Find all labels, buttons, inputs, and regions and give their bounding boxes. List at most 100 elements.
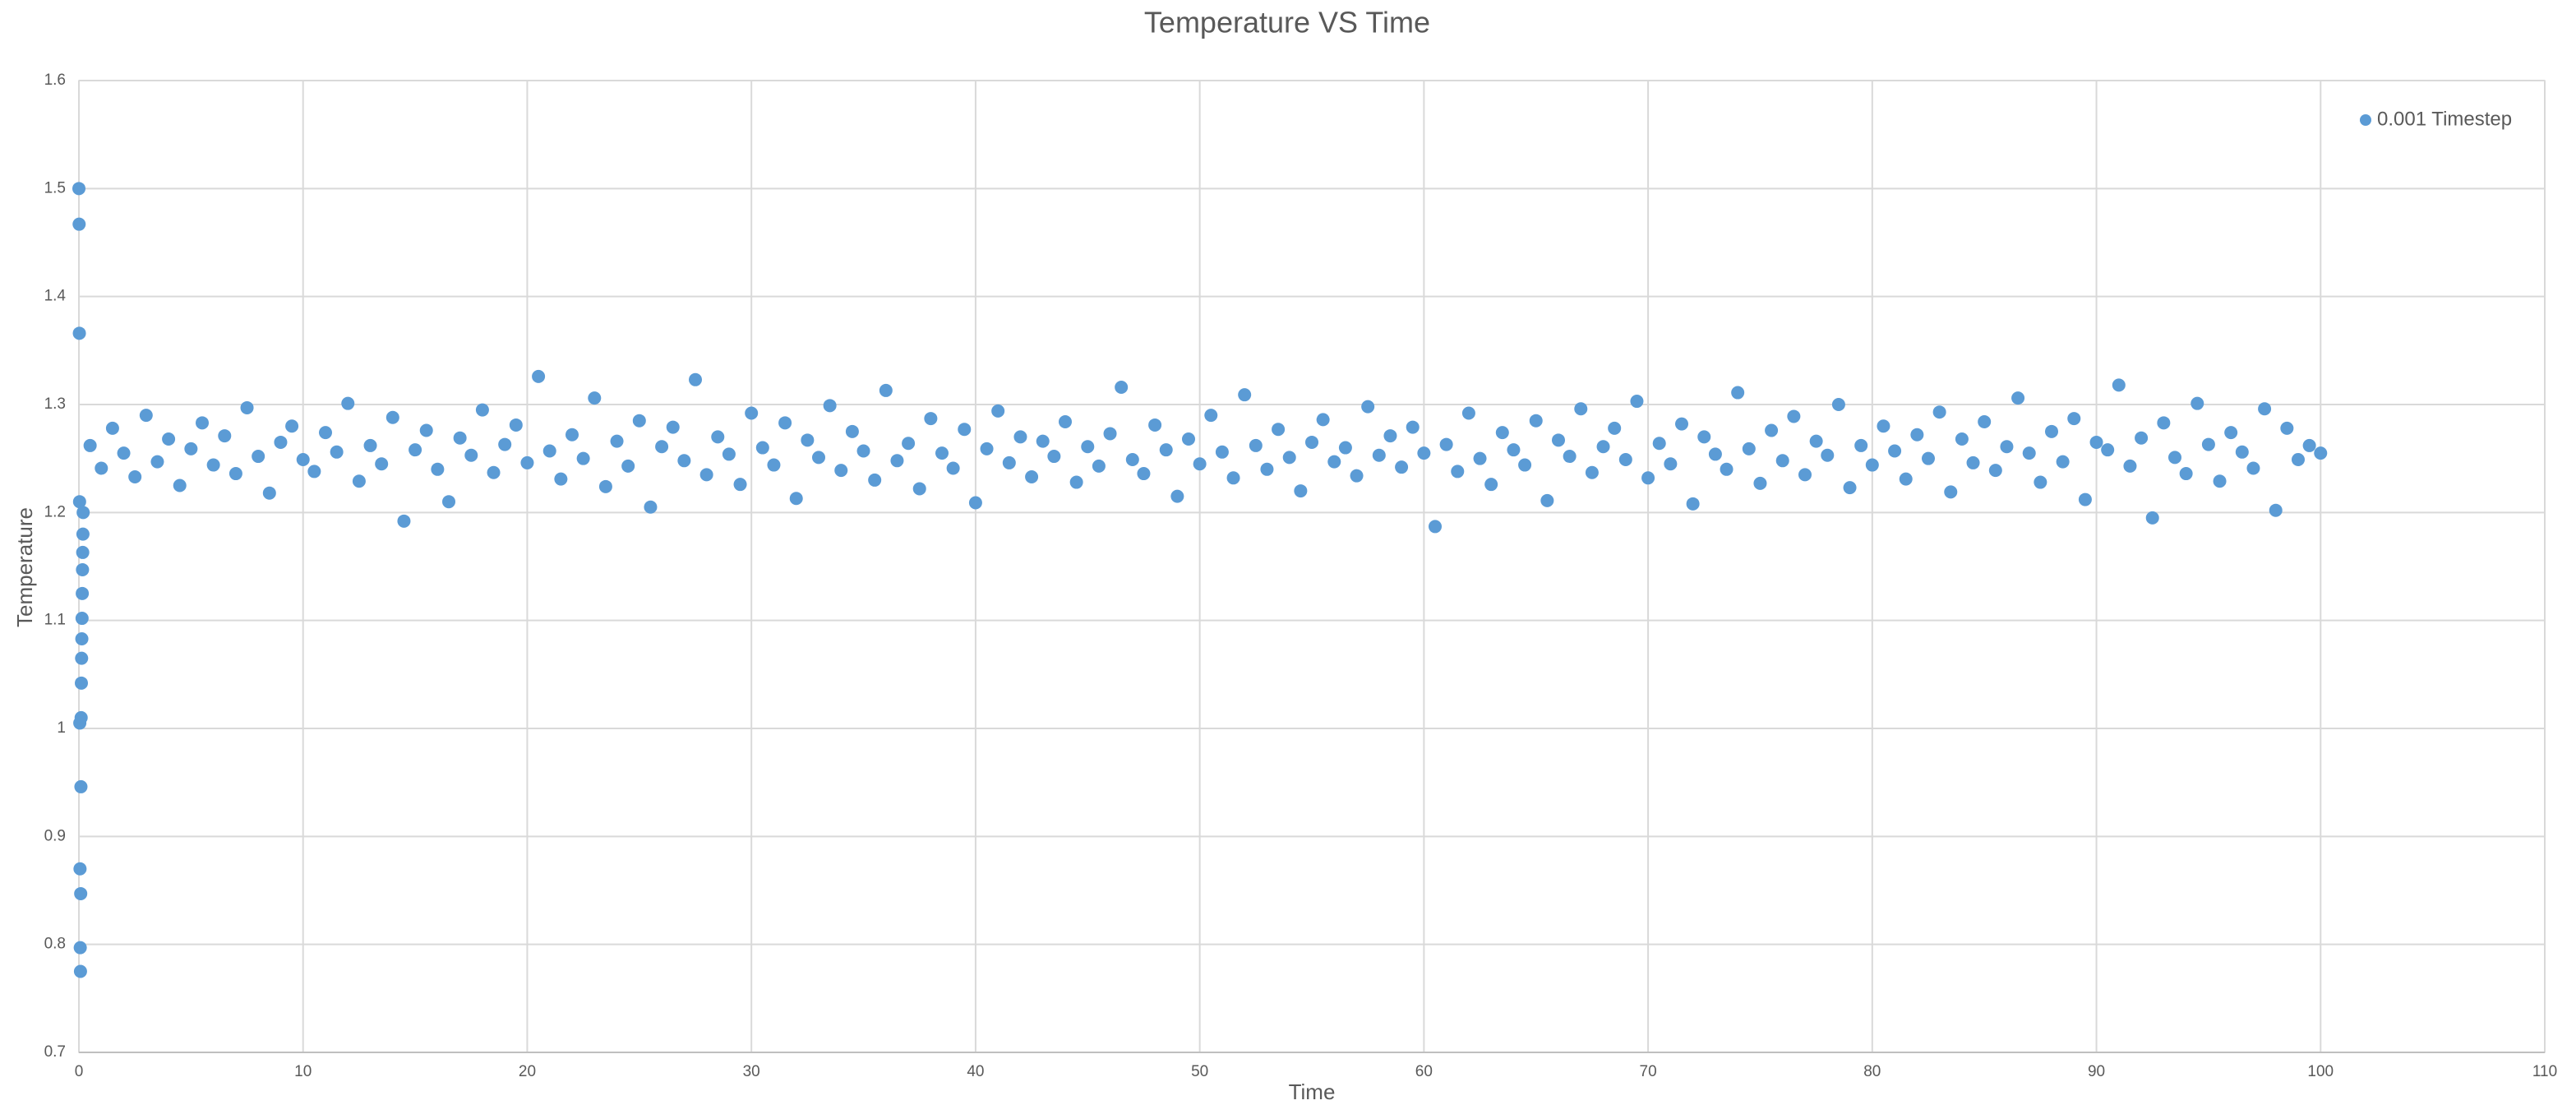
data-point — [542, 444, 556, 458]
data-point — [699, 468, 713, 482]
data-point — [1507, 443, 1521, 457]
data-point — [128, 469, 142, 483]
y-tick-label: 1.2 — [44, 503, 66, 520]
data-point — [868, 473, 882, 487]
x-tick-label: 100 — [2307, 1063, 2334, 1080]
data-point — [1361, 400, 1375, 414]
data-point — [1473, 451, 1487, 465]
data-point — [980, 442, 994, 455]
data-point — [498, 437, 512, 451]
data-point — [76, 562, 90, 576]
data-point — [834, 464, 848, 478]
data-point — [745, 406, 759, 420]
data-point — [464, 448, 478, 462]
data-point — [1137, 467, 1151, 481]
data-point — [1092, 459, 1106, 473]
data-point — [2224, 426, 2238, 440]
y-tick-label: 0.8 — [44, 936, 66, 953]
data-point — [442, 495, 455, 509]
data-point — [1877, 419, 1890, 433]
data-point — [1260, 462, 1274, 476]
data-point — [117, 446, 131, 460]
data-point — [598, 479, 612, 493]
data-point — [610, 434, 624, 448]
y-tick-label: 1.1 — [44, 612, 66, 629]
y-axis-title: Temperature — [12, 507, 37, 627]
data-point — [801, 433, 815, 447]
data-point — [1899, 472, 1913, 486]
data-point — [655, 440, 669, 454]
data-point — [1988, 464, 2002, 478]
y-tick-label: 1.4 — [44, 288, 67, 305]
data-point — [1081, 440, 1095, 454]
data-point — [1495, 426, 1509, 440]
data-point — [139, 409, 153, 423]
data-point — [105, 421, 119, 435]
data-point — [229, 467, 242, 481]
data-point — [72, 182, 85, 196]
data-point — [1294, 484, 1308, 498]
data-point — [991, 404, 1005, 418]
x-tick-label: 20 — [519, 1063, 536, 1080]
data-point — [2314, 446, 2328, 460]
data-point — [1013, 430, 1027, 444]
data-point — [431, 462, 445, 476]
y-tick-label: 1 — [57, 719, 66, 737]
x-tick-label: 90 — [2088, 1063, 2105, 1080]
data-point — [1170, 489, 1184, 503]
chart-title: Temperature VS Time — [1144, 6, 1430, 39]
data-point — [2280, 421, 2294, 435]
data-point — [1618, 452, 1632, 466]
data-point — [206, 458, 220, 472]
data-point — [1540, 493, 1554, 507]
data-point — [1249, 438, 1263, 452]
legend-label: 0.001 Timestep — [2377, 108, 2512, 130]
data-point — [1966, 455, 1980, 469]
data-point — [1461, 406, 1475, 420]
data-point — [1047, 450, 1061, 464]
data-point — [1664, 457, 1678, 471]
data-point — [2078, 492, 2092, 506]
data-point — [1025, 469, 1039, 483]
data-point — [968, 496, 982, 510]
data-point — [2056, 455, 2070, 469]
x-tick-label: 70 — [1640, 1063, 1657, 1080]
data-point — [2145, 511, 2159, 525]
data-point — [218, 429, 232, 443]
data-point — [632, 414, 646, 428]
data-point — [2302, 438, 2316, 452]
data-point — [912, 482, 926, 496]
data-point — [397, 514, 411, 528]
data-point — [95, 461, 108, 475]
data-point — [196, 416, 209, 430]
data-point — [2000, 440, 2014, 454]
data-point — [1305, 435, 1318, 449]
data-point — [73, 862, 87, 876]
data-point — [1641, 471, 1655, 485]
data-point — [1429, 520, 1442, 534]
data-point — [1843, 481, 1857, 495]
data-point — [1417, 446, 1431, 460]
data-point — [1563, 450, 1577, 464]
data-point — [576, 451, 590, 465]
x-tick-label: 30 — [743, 1063, 760, 1080]
data-point — [262, 486, 276, 500]
data-point — [778, 416, 792, 430]
data-point — [890, 454, 904, 468]
data-point — [487, 465, 501, 479]
x-tick-label: 40 — [967, 1063, 984, 1080]
data-point — [1484, 478, 1498, 492]
data-point — [352, 474, 366, 488]
data-point — [341, 396, 355, 410]
data-point — [1608, 421, 1622, 435]
data-point — [1327, 455, 1341, 469]
data-point — [1350, 469, 1364, 483]
data-point — [2089, 435, 2103, 449]
data-point — [1518, 458, 1532, 472]
data-point — [76, 545, 90, 559]
data-point — [1720, 462, 1733, 476]
data-point — [72, 217, 86, 231]
y-tick-label: 0.9 — [44, 827, 66, 844]
data-point — [385, 410, 399, 424]
data-point — [409, 443, 422, 457]
